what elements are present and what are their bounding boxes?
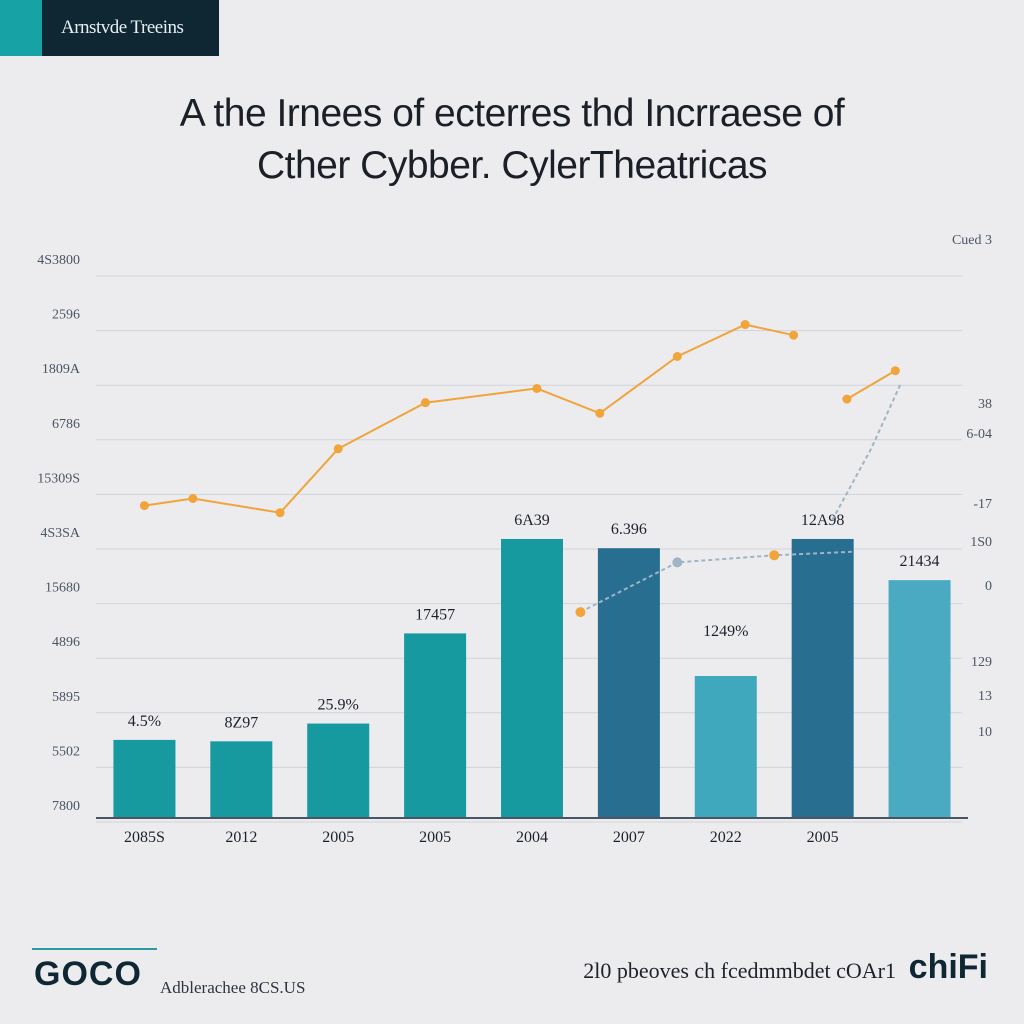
y-tick-label-right: 6-04 xyxy=(966,427,992,442)
y-tick-label-right: 10 xyxy=(978,725,992,740)
y-tick-label-left: 4S3SA xyxy=(40,526,81,541)
y-tick-label-left: 2596 xyxy=(52,308,80,323)
series-point xyxy=(842,394,852,404)
y-tick-label-left: 7800 xyxy=(52,799,80,814)
y-tick-label-right: 13 xyxy=(978,689,992,704)
series-marker xyxy=(575,607,586,618)
series-line-orange-trend xyxy=(144,323,794,514)
bar-label: 17457 xyxy=(415,606,455,623)
x-tick-label: 2022 xyxy=(710,829,742,846)
series-point xyxy=(740,320,750,330)
bar xyxy=(210,741,273,818)
bar xyxy=(501,538,563,818)
corner-accent xyxy=(0,0,42,56)
series-line-orange-trend-2 xyxy=(846,369,896,400)
x-tick-label: 2012 xyxy=(225,829,257,846)
series-point xyxy=(139,501,149,511)
x-tick-label: 2005 xyxy=(807,829,839,846)
bar xyxy=(694,676,757,818)
chart-title-line-2: Cther Cybber. CylerTheatricas xyxy=(256,144,768,187)
bar xyxy=(888,580,951,818)
bar xyxy=(404,633,467,818)
bar-label: 25.9% xyxy=(318,697,359,714)
header-tag: Arnstvde Treeins xyxy=(42,0,219,56)
bar xyxy=(791,538,854,818)
bar-label: 8Z97 xyxy=(224,714,258,731)
bar xyxy=(307,723,370,818)
bar-label: 12A98 xyxy=(801,512,845,529)
bar-label: 6.396 xyxy=(611,521,647,538)
x-tick-label: 2005 xyxy=(419,829,451,846)
x-tick-label: 2085S xyxy=(124,829,165,846)
bar xyxy=(597,548,660,818)
y-tick-label-left: 5895 xyxy=(52,690,80,705)
y-tick-label-right: Cued 3 xyxy=(952,233,992,248)
chart-title-line-1: A the Irnees of ecterres thd Incrraese o… xyxy=(179,92,845,135)
y-tick-label-right: 0 xyxy=(985,579,992,594)
bar xyxy=(113,739,176,818)
y-tick-label-right: 1S0 xyxy=(970,535,992,550)
y-tick-label-right: 38 xyxy=(978,397,992,412)
series-point xyxy=(420,398,430,408)
y-tick-label-right: -17 xyxy=(973,497,992,512)
chart-title: A the Irnees of ecterres thd Incrraese o… xyxy=(0,88,1024,192)
x-tick-label: 2005 xyxy=(322,829,354,846)
bar-label: 1249% xyxy=(703,623,748,640)
series-point xyxy=(275,508,285,518)
footer-logo: GOCO xyxy=(34,955,142,993)
series-point xyxy=(672,352,682,361)
bar-label: 4.5% xyxy=(128,713,161,730)
footer-sub-brand: Adblerachee 8CS.US xyxy=(160,978,306,997)
y-tick-label-left: 4S3800 xyxy=(37,253,80,268)
series-point xyxy=(890,366,900,376)
series-marker xyxy=(769,550,780,561)
x-tick-label: 2007 xyxy=(613,829,645,846)
brand-mark: chiFi xyxy=(908,948,988,986)
series-line-dashed-trend-2 xyxy=(831,384,902,521)
series-point xyxy=(188,494,198,503)
bar-label: 21434 xyxy=(900,553,940,570)
y-tick-label-left: 5502 xyxy=(52,744,80,759)
y-tick-label-left: 4896 xyxy=(52,635,80,650)
series-point xyxy=(532,383,542,393)
y-tick-label-left: 15309S xyxy=(37,471,80,486)
footer-logo-rule xyxy=(32,948,157,950)
bar-label: 6A39 xyxy=(514,512,550,529)
x-tick-label: 2004 xyxy=(516,829,548,846)
y-tick-label-left: 15680 xyxy=(45,581,80,596)
y-tick-label-left: 6786 xyxy=(52,417,80,432)
series-point xyxy=(789,330,799,340)
y-tick-label-left: 1809A xyxy=(42,362,81,377)
series-line-dashed-trend xyxy=(579,550,852,613)
y-tick-label-right: 129 xyxy=(971,655,992,670)
source-note: 2l0 pbeoves ch fcedmmbdet cOAr1 xyxy=(583,958,896,983)
series-point xyxy=(333,444,343,454)
series-marker xyxy=(672,557,683,568)
series-point xyxy=(595,408,605,418)
